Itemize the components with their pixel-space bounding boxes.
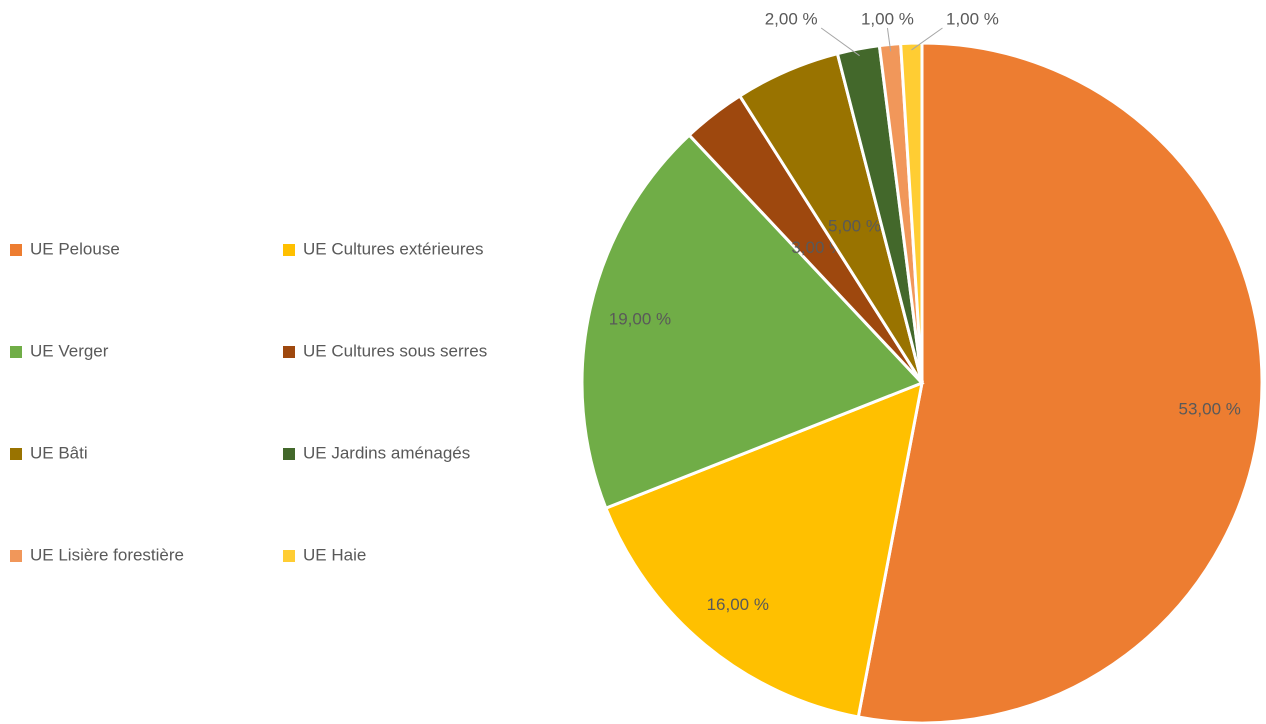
- legend-label: UE Jardins aménagés: [303, 443, 470, 462]
- pie-slice: [580, 133, 925, 511]
- data-label: 19,00 %: [609, 309, 671, 328]
- leader-line: [911, 27, 943, 51]
- legend-swatch: [10, 550, 22, 562]
- data-label: 1,00 %: [946, 9, 999, 28]
- legend-label: UE Cultures extérieures: [303, 239, 483, 258]
- legend-label: UE Cultures sous serres: [303, 341, 487, 360]
- data-label: 3,00 %: [791, 238, 844, 257]
- data-label: 16,00 %: [707, 595, 769, 614]
- pie-slice: [603, 380, 924, 719]
- leader-line: [886, 27, 892, 52]
- legend-swatch: [10, 346, 22, 358]
- legend-swatch: [283, 448, 295, 460]
- legend-label: UE Haie: [303, 545, 366, 564]
- legend-label: UE Pelouse: [30, 239, 120, 258]
- pie-slice: [856, 41, 1264, 724]
- legend-swatch: [10, 448, 22, 460]
- leader-line: [820, 27, 860, 57]
- legend-swatch: [283, 550, 295, 562]
- data-label: 1,00 %: [861, 9, 914, 28]
- legend-label: UE Lisière forestière: [30, 545, 184, 564]
- legend-swatch: [283, 244, 295, 256]
- legend-swatch: [283, 346, 295, 358]
- data-label: 2,00 %: [765, 9, 818, 28]
- legend-label: UE Verger: [30, 341, 109, 360]
- data-label: 5,00 %: [828, 216, 881, 235]
- legend-swatch: [10, 244, 22, 256]
- legend-label: UE Bâti: [30, 443, 88, 462]
- data-label: 53,00 %: [1179, 400, 1241, 419]
